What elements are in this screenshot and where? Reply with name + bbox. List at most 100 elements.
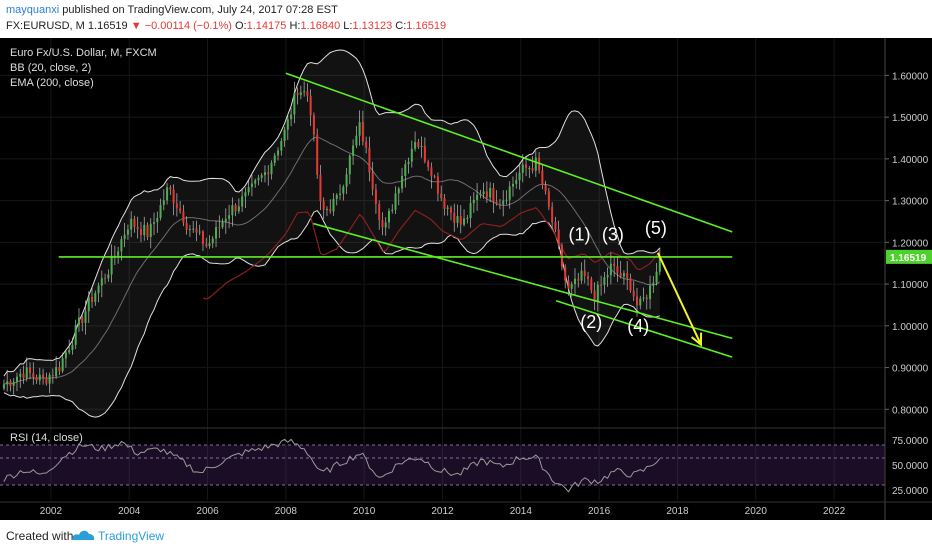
- candle-body: [652, 282, 655, 286]
- candle-body: [476, 194, 479, 200]
- candle-body: [345, 174, 348, 187]
- wave-label: (4): [627, 316, 649, 336]
- candle-body: [175, 203, 178, 209]
- tradingview-link[interactable]: TradingView: [98, 529, 165, 543]
- candle-body: [564, 267, 567, 281]
- candle-body: [74, 324, 77, 345]
- rsi-tick-label: 25.0000: [892, 486, 929, 497]
- trendlines[interactable]: [58, 72, 733, 358]
- low-label: L:: [343, 20, 353, 32]
- time-axis[interactable]: 2002 2004 2006 2008 2010 2012 2014 2016 2018 2020…: [0, 501, 932, 517]
- y-tick-label: 0.90000: [892, 364, 929, 375]
- candle-body: [156, 217, 159, 223]
- candle-body: [378, 203, 381, 220]
- candle-body: [417, 141, 420, 148]
- legend-ema[interactable]: EMA (200, close): [10, 77, 94, 89]
- rsi-legend[interactable]: RSI (14, close): [10, 432, 83, 444]
- x-tick-label: 2014: [510, 506, 533, 517]
- candle-body: [130, 218, 133, 230]
- candle-body: [609, 263, 612, 276]
- candle-body: [25, 367, 28, 378]
- candle-body: [169, 187, 172, 190]
- candle-body: [254, 180, 257, 184]
- open-value: 1.14175: [246, 20, 287, 32]
- candle-body: [456, 216, 459, 223]
- candle-body: [541, 170, 544, 185]
- candle-body: [22, 373, 25, 378]
- candle-body: [368, 147, 371, 173]
- candle-body: [172, 189, 175, 204]
- rsi-axis[interactable]: 75.0000 50.0000 25.0000: [892, 436, 929, 497]
- channel-upper[interactable]: [285, 72, 733, 233]
- y-tick-label: 1.30000: [892, 197, 929, 208]
- candle-body: [384, 222, 387, 228]
- candle-body: [218, 227, 221, 229]
- candle-body: [185, 222, 188, 230]
- projection-arrow[interactable]: [656, 252, 703, 347]
- candle-body: [446, 207, 449, 209]
- candle-body: [583, 270, 586, 277]
- y-tick-label: 1.20000: [892, 238, 929, 249]
- candle-body: [554, 222, 557, 230]
- candle-body: [325, 208, 328, 210]
- candle-body: [250, 183, 253, 188]
- publish-info: mayquanxi published on TradingView.com, …: [6, 4, 338, 16]
- candle-body: [286, 119, 289, 130]
- candle-body: [525, 164, 528, 169]
- candle-body: [443, 198, 446, 209]
- candle-body: [77, 317, 80, 325]
- candle-body: [136, 226, 139, 230]
- candle-body: [280, 140, 283, 151]
- candle-body: [68, 350, 71, 353]
- candle-body: [290, 114, 293, 120]
- x-tick-label: 2020: [745, 506, 768, 517]
- candle-body: [241, 196, 244, 207]
- candle-body: [616, 266, 619, 273]
- candle-body: [55, 367, 58, 377]
- candle-body: [635, 296, 639, 306]
- candle-body: [645, 297, 648, 300]
- price-chart[interactable]: (1) (2) (3) (4) (5) 1.60000 1.50000 1.40000 1.3…: [0, 38, 932, 520]
- candle-body: [433, 176, 436, 178]
- candle-body: [492, 187, 495, 202]
- candle-body: [42, 374, 45, 378]
- candle-body: [231, 205, 234, 216]
- candle-body: [626, 272, 629, 279]
- price-axis[interactable]: 1.60000 1.50000 1.40000 1.30000 1.20000 1.100…: [885, 71, 929, 416]
- published-text: published on TradingView.com, July 24, 2…: [62, 4, 338, 16]
- close-label: C:: [395, 20, 407, 32]
- candle-body: [263, 172, 266, 176]
- price-change: −0.00114 (−0.1%): [144, 20, 232, 32]
- candle-body: [629, 278, 632, 291]
- candle-body: [489, 187, 492, 198]
- candle-body: [332, 198, 335, 212]
- tradingview-logo-icon: [72, 530, 95, 540]
- projection-arrow-line[interactable]: [656, 252, 702, 346]
- candle-body: [371, 172, 374, 190]
- y-tick-label: 0.80000: [892, 405, 929, 416]
- candle-body: [71, 344, 74, 351]
- candle-body: [577, 278, 580, 281]
- author-link[interactable]: mayquanxi: [6, 4, 60, 16]
- candle-body: [655, 271, 658, 283]
- candle-body: [87, 296, 90, 312]
- candle-body: [479, 193, 482, 195]
- candle-body: [260, 175, 263, 178]
- channel-lower[interactable]: [555, 300, 733, 358]
- channel-middle[interactable]: [313, 222, 733, 340]
- x-tick-label: 2004: [118, 506, 141, 517]
- candle-body: [544, 184, 547, 192]
- legend-bb[interactable]: BB (20, close, 2): [10, 62, 91, 74]
- candles: [2, 81, 661, 395]
- candle-body: [270, 162, 273, 175]
- candle-body: [593, 290, 596, 302]
- candle-body: [97, 285, 100, 294]
- candle-body: [299, 92, 302, 96]
- candle-body: [469, 203, 472, 219]
- candle-body: [397, 188, 400, 194]
- down-arrow-icon: ▼: [130, 20, 142, 32]
- low-value: 1.13123: [352, 20, 393, 32]
- candle-body: [387, 210, 390, 223]
- ema-line: [202, 207, 661, 300]
- candle-body: [528, 168, 531, 170]
